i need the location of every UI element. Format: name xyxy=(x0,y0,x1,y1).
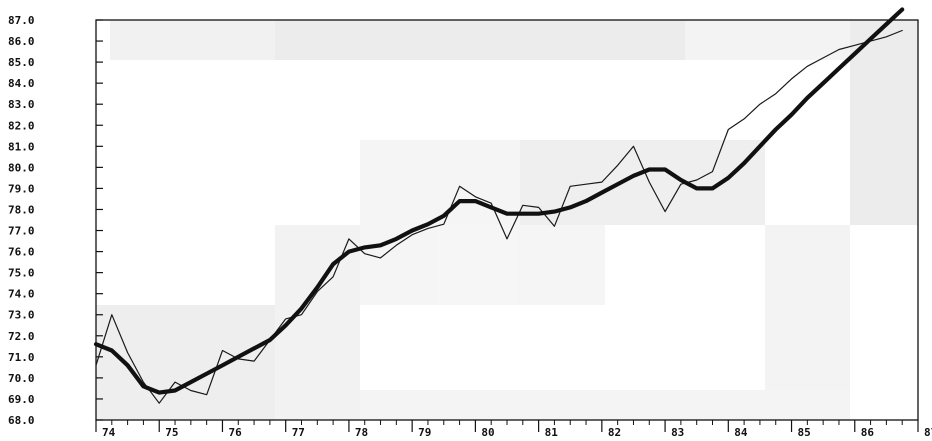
x-tick-label: 86 xyxy=(861,426,875,437)
x-tick-label: 74 xyxy=(102,426,116,437)
x-tick-label: 77 xyxy=(292,426,305,437)
y-tick-label: 81.0 xyxy=(8,140,35,153)
x-axis: 74 75 76 77 78 79 80 81 82 83 84 85 86 87 xyxy=(96,420,932,437)
y-tick-label: 79.0 xyxy=(8,182,35,195)
y-tick-label: 78.0 xyxy=(8,203,35,216)
x-tick-label: 82 xyxy=(608,426,621,437)
x-tick-label: 84 xyxy=(734,426,748,437)
y-tick-label: 73.0 xyxy=(8,309,35,322)
y-tick-label: 87.0 xyxy=(8,14,35,27)
y-tick-label: 77.0 xyxy=(8,225,35,238)
y-tick-label: 82.0 xyxy=(8,119,35,132)
y-tick-label: 70.0 xyxy=(8,372,35,385)
x-tick-label: 81 xyxy=(545,426,559,437)
scan-shade-block xyxy=(360,390,850,420)
y-tick-label: 68.0 xyxy=(8,414,35,427)
y-tick-label: 84.0 xyxy=(8,77,35,90)
y-axis: 87.0 86.0 85.0 84.0 83.0 82.0 81.0 80.0 79.0 78.0… xyxy=(8,14,103,427)
y-tick-label: 74.0 xyxy=(8,288,35,301)
y-tick-label: 72.0 xyxy=(8,330,35,343)
x-tick-label: 76 xyxy=(228,426,242,437)
x-tick-label: 87 xyxy=(924,426,932,437)
y-tick-label: 83.0 xyxy=(8,98,35,111)
y-tick-label: 75.0 xyxy=(8,267,35,280)
x-tick-label: 75 xyxy=(165,426,178,437)
scan-shade-block xyxy=(110,20,275,60)
y-tick-label: 69.0 xyxy=(8,393,35,406)
x-tick-label: 80 xyxy=(481,426,494,437)
x-tick-label: 83 xyxy=(671,426,684,437)
y-tick-label: 71.0 xyxy=(8,351,35,364)
y-tick-label: 80.0 xyxy=(8,161,35,174)
x-tick-label: 85 xyxy=(798,426,811,437)
y-tick-label: 76.0 xyxy=(8,246,35,259)
y-tick-label: 86.0 xyxy=(8,35,35,48)
y-tick-label: 85.0 xyxy=(8,56,35,69)
x-tick-label: 78 xyxy=(355,426,368,437)
x-tick-label: 79 xyxy=(418,426,431,437)
scan-shade-block xyxy=(275,20,685,60)
scan-shade-block xyxy=(685,20,850,60)
